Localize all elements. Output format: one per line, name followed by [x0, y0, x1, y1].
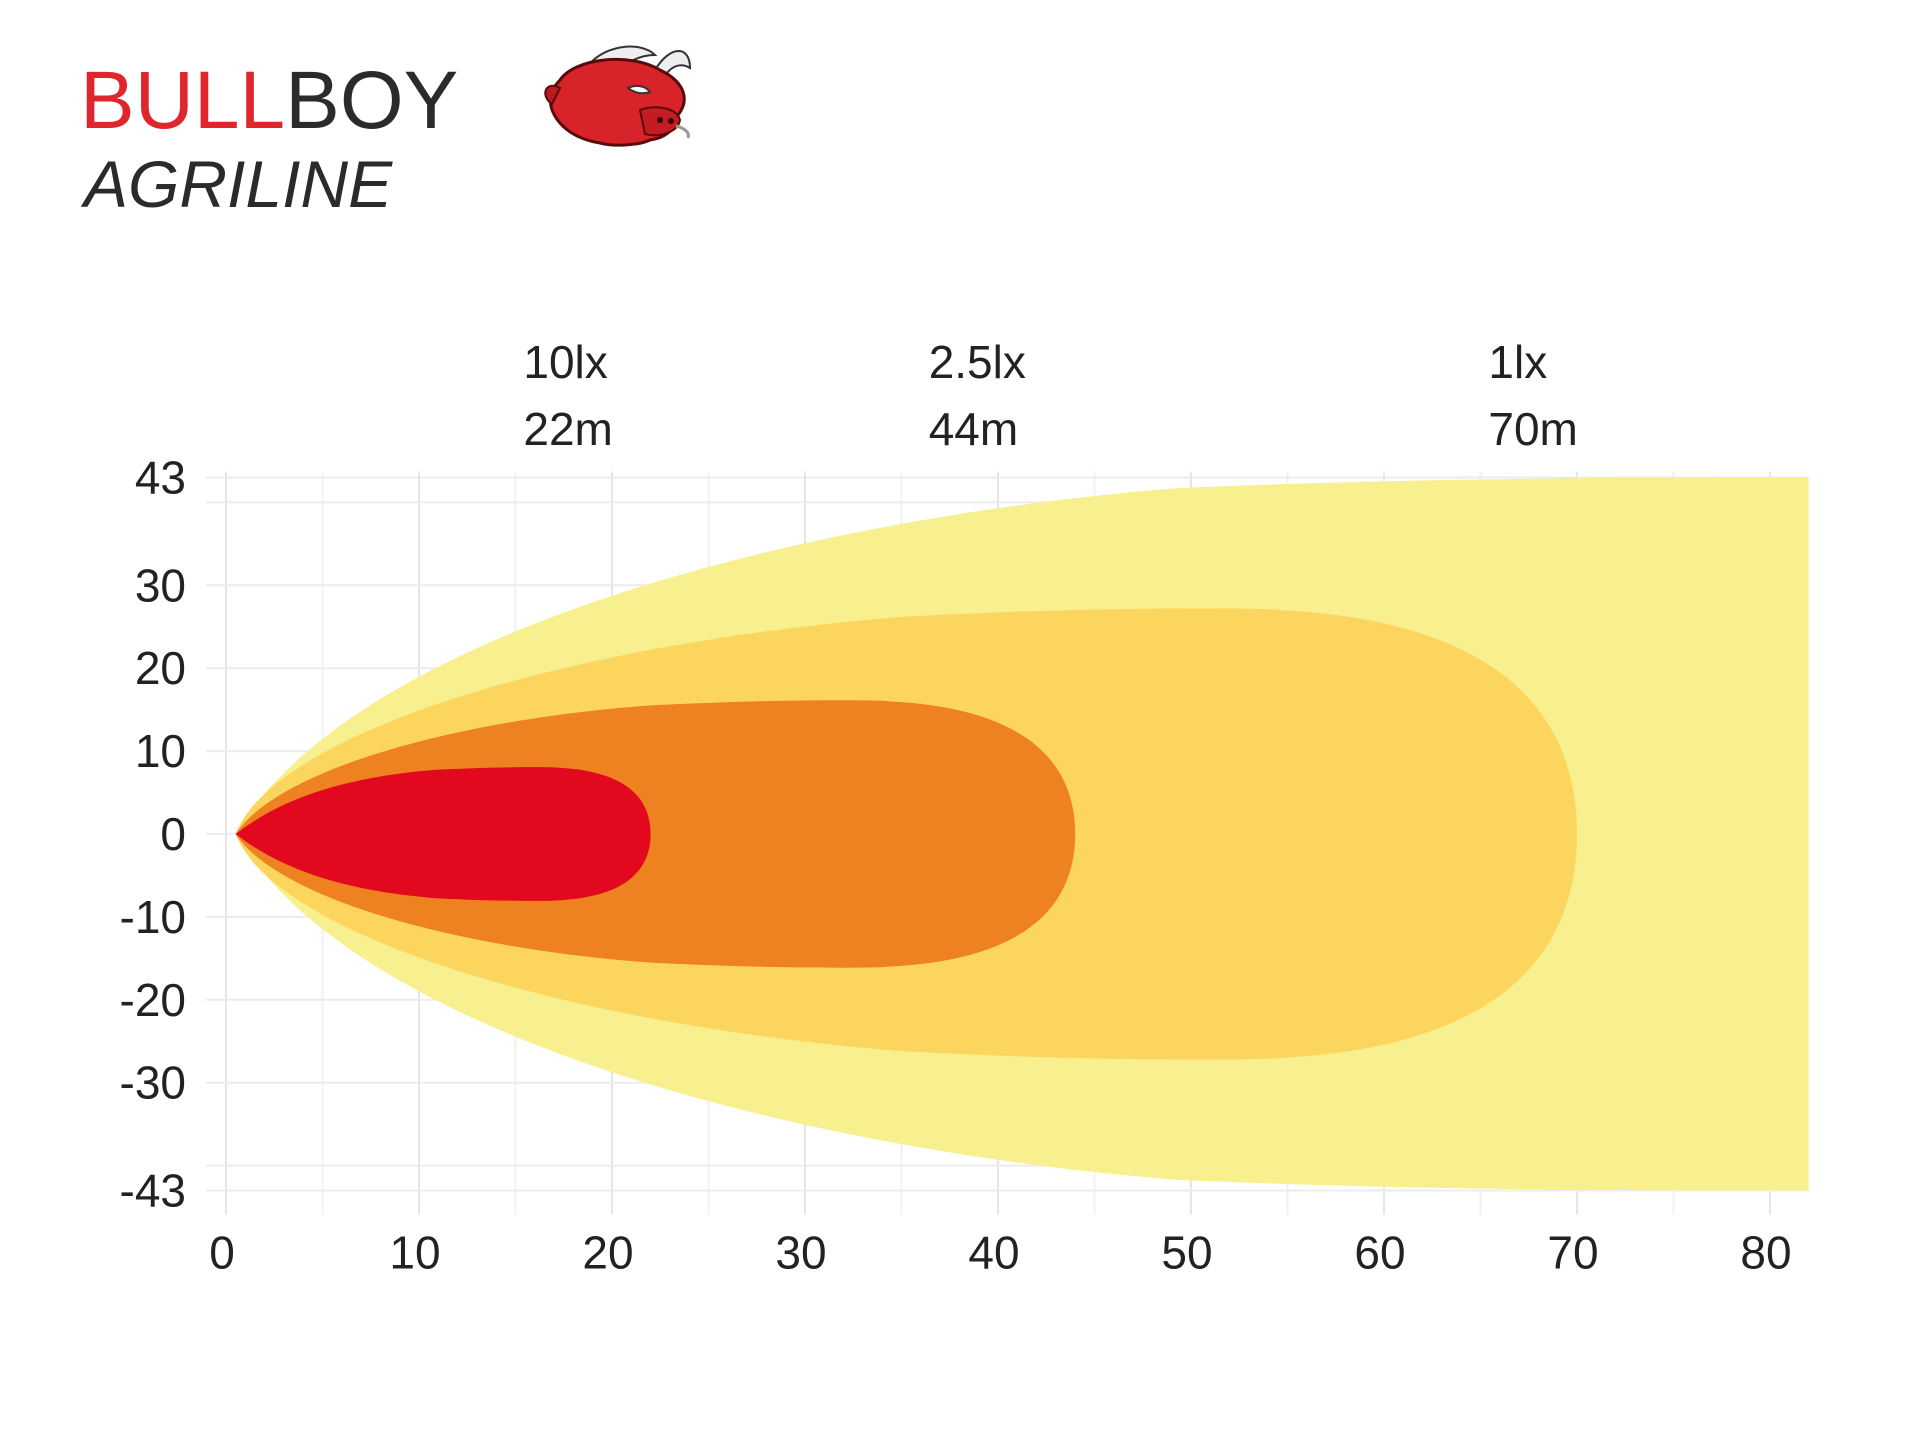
- plot-area: 0 10 20 30 40 50 60 70 80 433020100-10-20-30-43 …: [120, 336, 1809, 1278]
- y-tick-label: -20: [120, 974, 186, 1026]
- bull-head-icon: [544, 45, 692, 147]
- x-tick-label: 40: [968, 1226, 1019, 1278]
- x-tick-label: 20: [582, 1226, 633, 1278]
- y-axis-ticks: 43 30 20 10 0 -10 -20 -30 -43: [120, 452, 186, 1217]
- logo-bull-text: BULL: [80, 55, 285, 146]
- y-tick-label: 30: [135, 559, 186, 611]
- x-tick-label: 30: [775, 1226, 826, 1278]
- y-tick-label: 43: [135, 452, 186, 504]
- zone-labels: 10lx 22m 2.5lx 44m 1lx 70m: [523, 336, 1577, 455]
- y-tick-label: -10: [120, 891, 186, 943]
- y-tick-label: 0: [160, 808, 186, 860]
- zone-label-distance: 22m: [523, 403, 612, 455]
- x-tick-label: 0: [209, 1226, 235, 1278]
- zone-label-distance: 44m: [929, 403, 1018, 455]
- bullboy-logo: BULLBOY AGRILINE: [80, 45, 692, 221]
- zone-label-distance: 70m: [1488, 403, 1577, 455]
- y-tick-label: 20: [135, 642, 186, 694]
- zone-10lx: [235, 767, 651, 901]
- y-tick-label: -43: [120, 1164, 186, 1216]
- x-tick-label: 60: [1354, 1226, 1405, 1278]
- logo-boy-text: BOY: [285, 55, 458, 146]
- y-tick-label: -30: [120, 1057, 186, 1109]
- logo-text: BULLBOY: [80, 55, 458, 146]
- zone-label-illuminance: 2.5lx: [929, 336, 1026, 388]
- zone-label-illuminance: 1lx: [1488, 336, 1547, 388]
- zone-2-5lx: [235, 700, 1076, 968]
- logo-subline: AGRILINE: [80, 147, 393, 221]
- beam-zones: [235, 477, 1809, 1191]
- x-tick-label: 80: [1740, 1226, 1791, 1278]
- x-tick-label: 10: [389, 1226, 440, 1278]
- x-tick-label: 50: [1161, 1226, 1212, 1278]
- zone-label-illuminance: 10lx: [523, 336, 607, 388]
- y-tick-label: 10: [135, 725, 186, 777]
- x-tick-label: 70: [1547, 1226, 1598, 1278]
- x-axis-ticks: 0 10 20 30 40 50 60 70 80: [209, 1226, 1791, 1278]
